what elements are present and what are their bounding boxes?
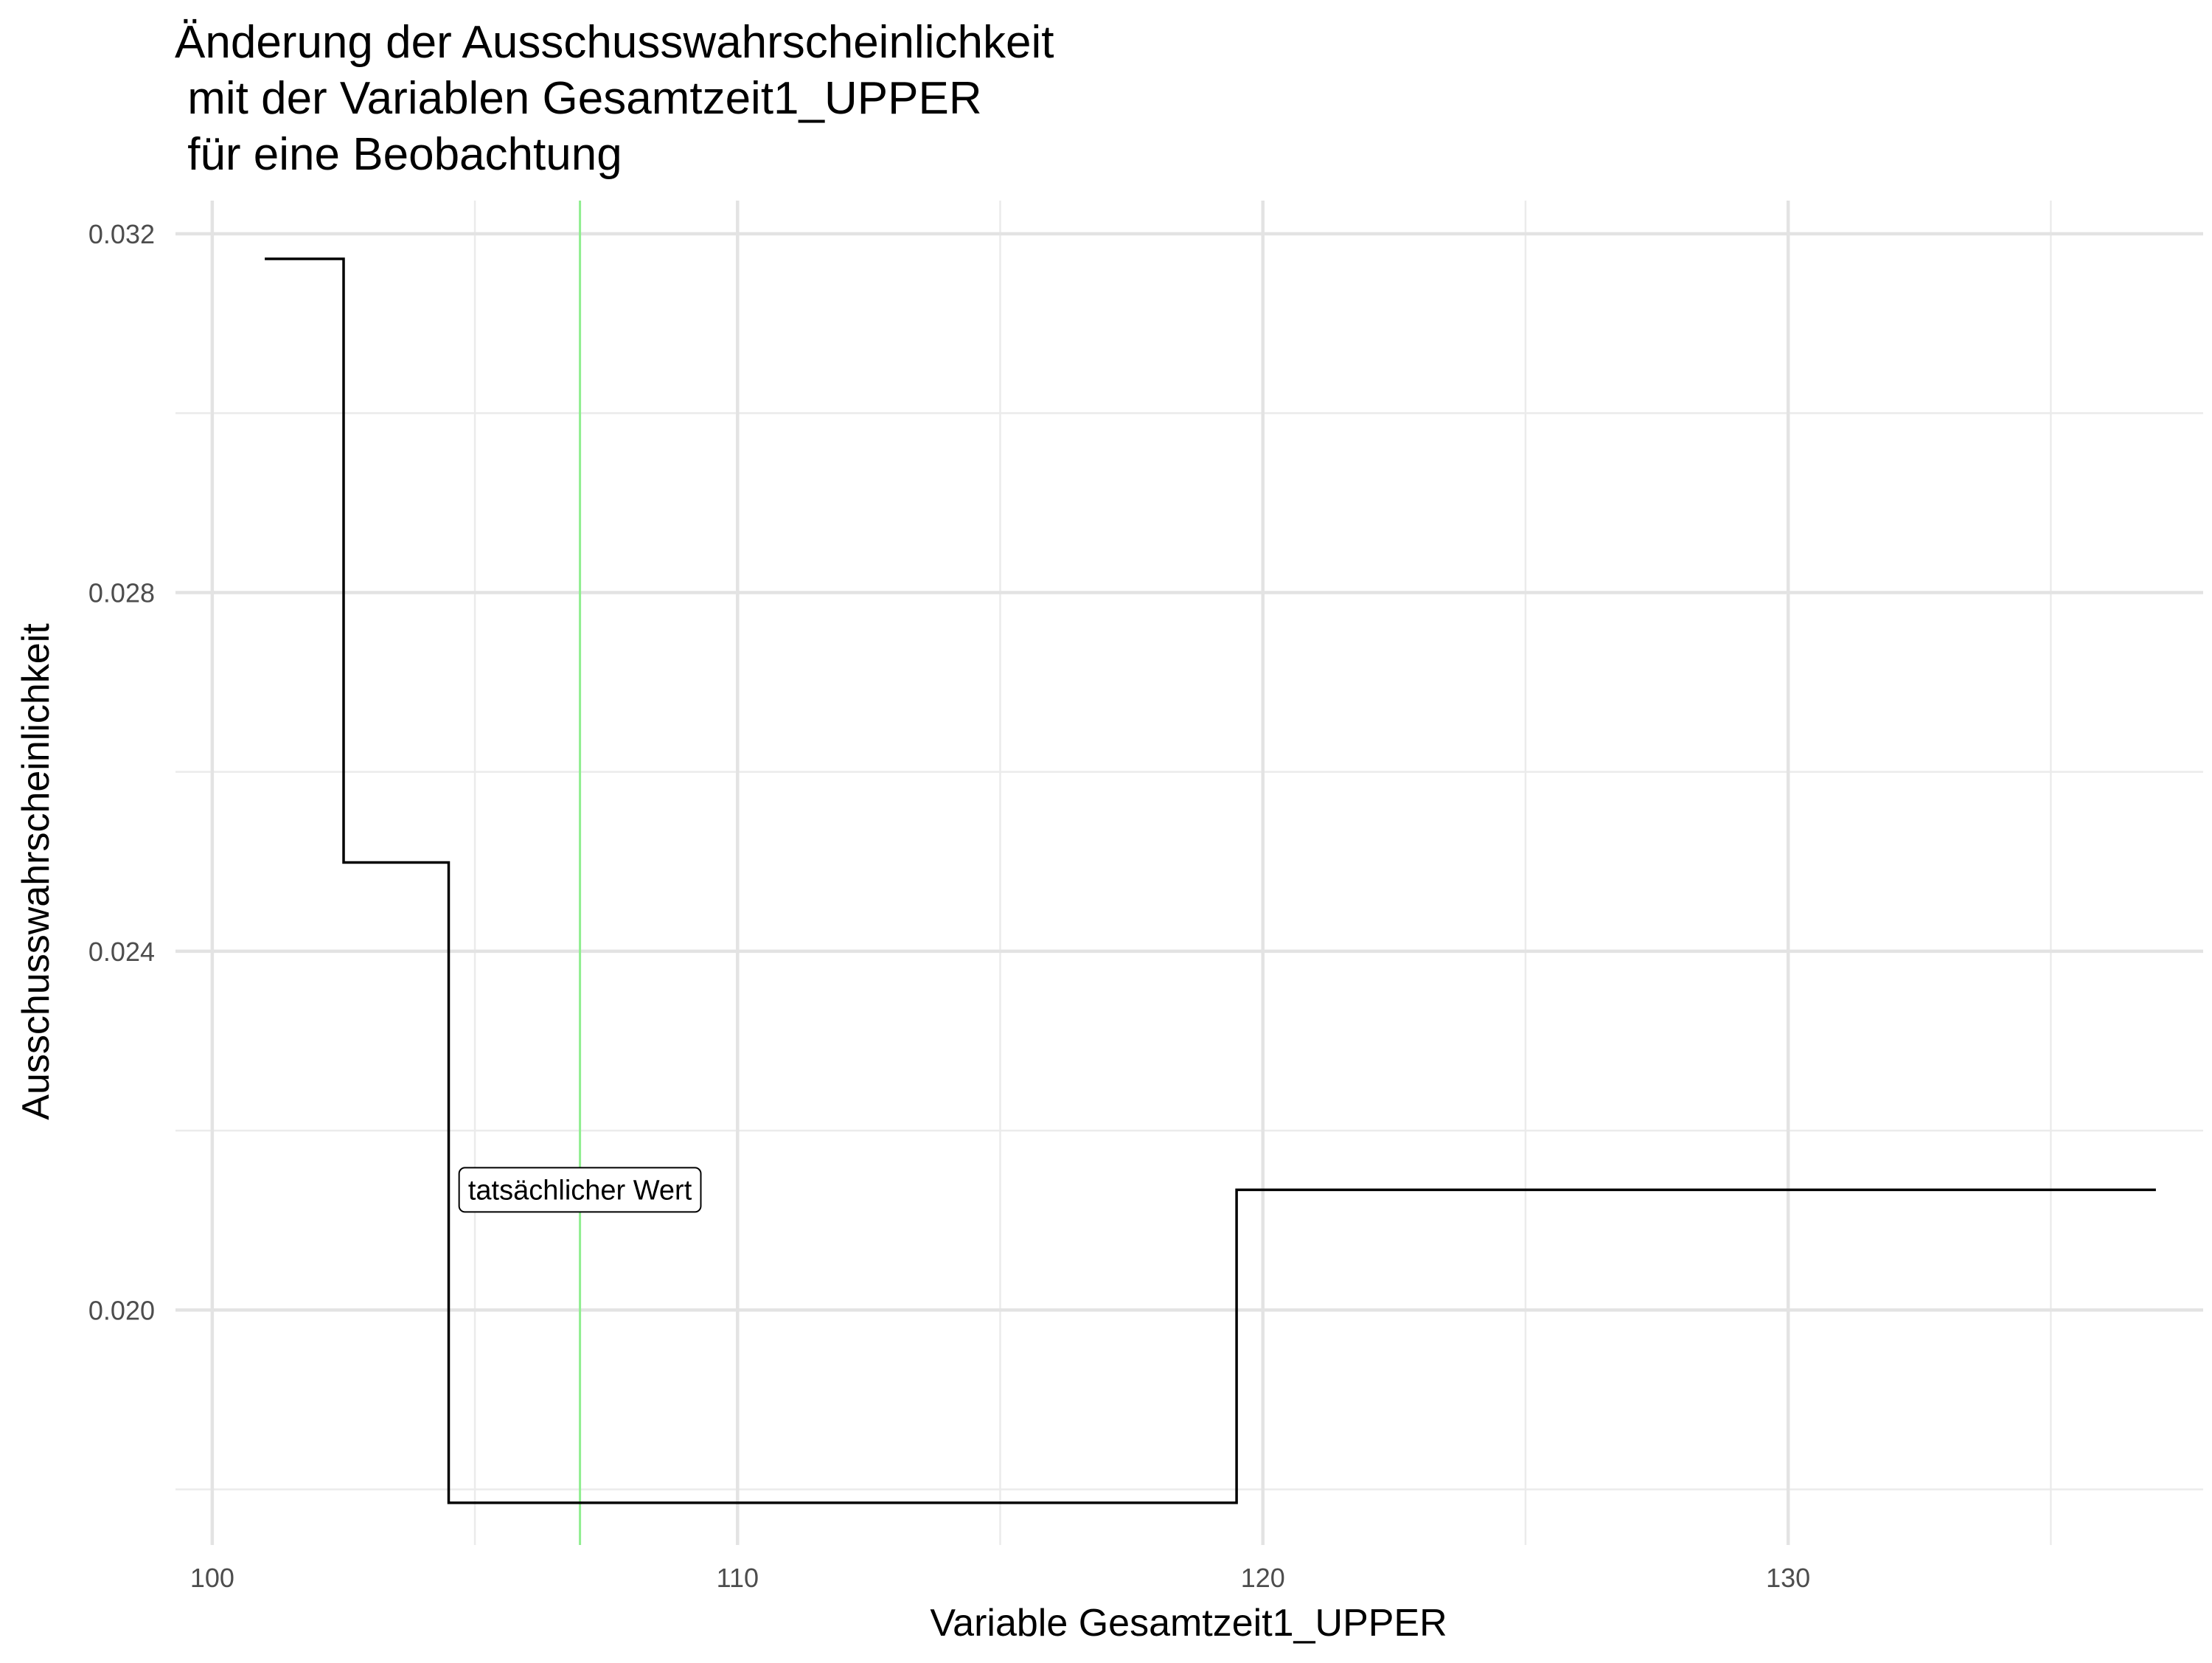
x-tick-labels: 100 110 120 130 bbox=[190, 1563, 1810, 1593]
annotation-group: tatsächlicher Wert bbox=[458, 1167, 702, 1213]
x-tick-label: 130 bbox=[1766, 1563, 1810, 1593]
y-tick-label: 0.028 bbox=[88, 577, 155, 608]
chart-title-line-3: für eine Beobachtung bbox=[175, 129, 622, 180]
y-tick-label: 0.032 bbox=[88, 219, 155, 249]
y-tick-label: 0.020 bbox=[88, 1295, 155, 1325]
chart-title-line-2: mit der Variablen Gesamtzeit1_UPPER bbox=[175, 73, 982, 124]
x-tick-label: 120 bbox=[1241, 1563, 1285, 1593]
annotation-label: tatsächlicher Wert bbox=[468, 1175, 692, 1206]
grid-lines bbox=[175, 201, 2203, 1545]
series-group bbox=[265, 257, 2156, 1504]
annotation-label-box bbox=[458, 1167, 702, 1213]
series-line bbox=[265, 257, 2156, 1504]
x-axis-title: Variable Gesamtzeit1_UPPER bbox=[930, 1602, 1447, 1645]
chart-title-line-1: Änderung der Ausschusswahrscheinlichkeit bbox=[175, 17, 1054, 68]
x-tick-label: 100 bbox=[190, 1563, 234, 1593]
y-axis-title: Ausschusswahrscheinlichkeit bbox=[15, 623, 58, 1120]
chart-title: Änderung der Ausschusswahrscheinlichkeit… bbox=[175, 17, 1054, 180]
y-tick-label: 0.024 bbox=[88, 937, 155, 967]
y-tick-labels: 0.020 0.024 0.028 0.032 bbox=[88, 219, 155, 1325]
x-tick-label: 110 bbox=[717, 1563, 759, 1593]
